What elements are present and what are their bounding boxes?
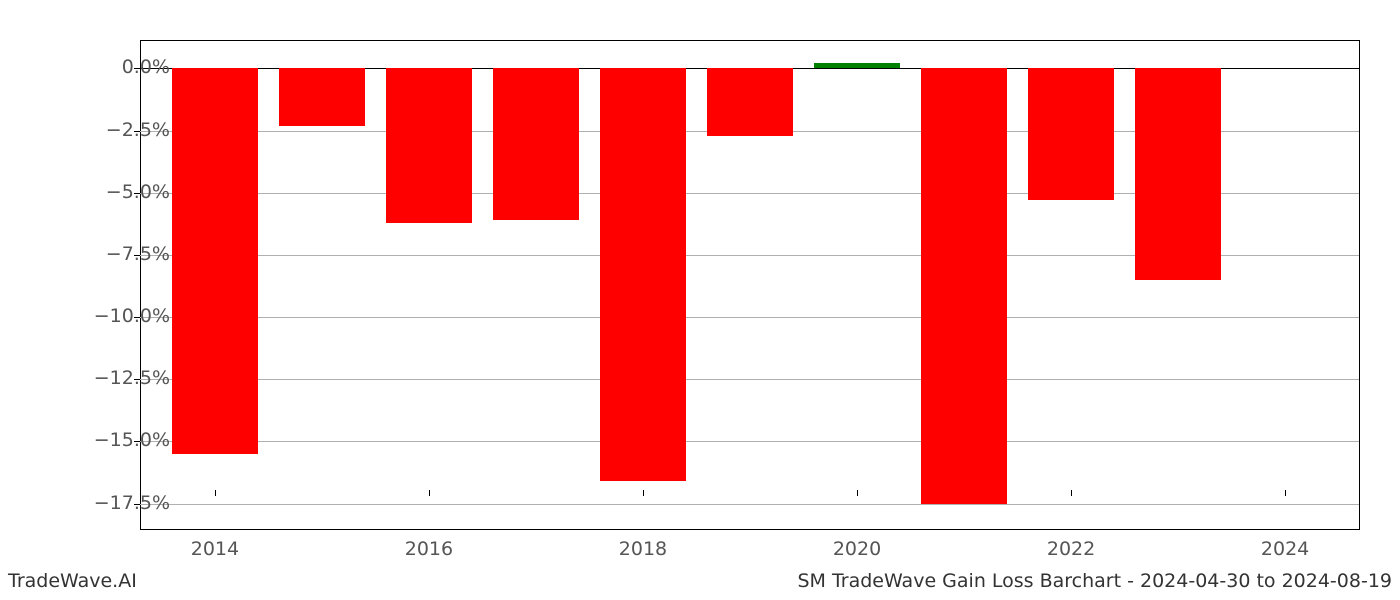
bar: [172, 68, 258, 454]
chart-container: [140, 40, 1360, 530]
bar: [1028, 68, 1114, 200]
xtick-label: 2016: [405, 538, 453, 560]
xtick-label: 2022: [1047, 538, 1095, 560]
ytick-label: −10.0%: [60, 305, 170, 327]
xtick-mark: [215, 490, 216, 496]
bar: [600, 68, 686, 481]
gridline: [140, 317, 1359, 318]
bar: [707, 68, 793, 135]
gridline: [140, 379, 1359, 380]
spine-left: [140, 41, 141, 530]
gridline: [140, 504, 1359, 505]
xtick-mark: [1071, 490, 1072, 496]
xtick-label: 2018: [619, 538, 667, 560]
ytick-label: −7.5%: [60, 243, 170, 265]
gridline: [140, 441, 1359, 442]
footer-right-text: SM TradeWave Gain Loss Barchart - 2024-0…: [797, 570, 1392, 592]
xtick-label: 2014: [191, 538, 239, 560]
xtick-mark: [857, 490, 858, 496]
spine-bottom: [140, 529, 1359, 530]
xtick-label: 2020: [833, 538, 881, 560]
xtick-mark: [643, 490, 644, 496]
bar: [279, 68, 365, 125]
xtick-mark: [429, 490, 430, 496]
xtick-label: 2024: [1261, 538, 1309, 560]
ytick-label: −17.5%: [60, 492, 170, 514]
plot-area: [140, 40, 1360, 530]
bar: [814, 63, 900, 68]
bar: [386, 68, 472, 222]
ytick-label: −12.5%: [60, 367, 170, 389]
ytick-label: −15.0%: [60, 429, 170, 451]
bar: [1135, 68, 1221, 279]
ytick-label: 0.0%: [60, 56, 170, 78]
bar: [921, 68, 1007, 503]
ytick-label: −2.5%: [60, 119, 170, 141]
footer-left-text: TradeWave.AI: [8, 570, 137, 592]
xtick-mark: [1285, 490, 1286, 496]
bar: [493, 68, 579, 220]
ytick-label: −5.0%: [60, 181, 170, 203]
